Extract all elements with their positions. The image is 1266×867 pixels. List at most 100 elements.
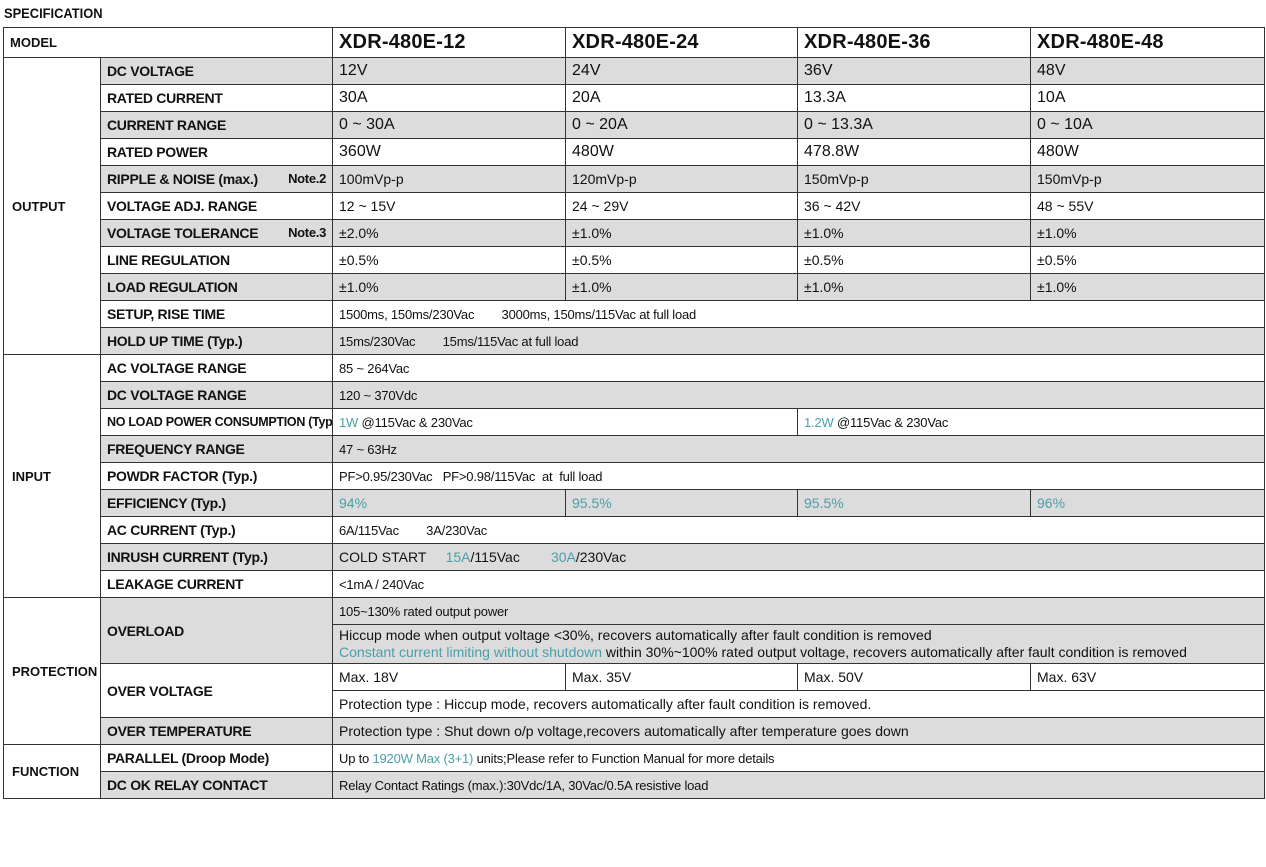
label-text: FREQUENCY RANGE <box>107 441 245 457</box>
value-cell: 105~130% rated output power <box>332 597 1266 625</box>
value-cell: 6A/115Vac 3A/230Vac <box>332 516 1266 544</box>
spec-row: FUNCTION PARALLEL (Droop Mode) Up to 1920W… <box>3 744 1266 799</box>
text-segment: <1mA / 240Vac <box>339 576 424 592</box>
label-text: DC VOLTAGE <box>107 63 194 79</box>
value-cell: <1mA / 240Vac <box>332 570 1266 598</box>
value-cell: ±1.0% <box>565 273 799 301</box>
label-text: INRUSH CURRENT (Typ.) <box>107 549 268 565</box>
label-text: LOAD REGULATION <box>107 279 238 295</box>
spec-row: RIPPLE & NOISE (max.) Note.2 100mVp-p 120mV… <box>4 165 1266 193</box>
highlight-text: 15A <box>445 549 471 565</box>
spec-row: VOLTAGE ADJ. RANGE 12 ~ 15V 24 ~ 29V 36 ~ 4… <box>4 192 1266 220</box>
value-cell: ±2.0% <box>332 219 567 247</box>
spec-row: LINE REGULATION ±0.5% ±0.5% ±0.5% ±0.5% <box>4 246 1266 274</box>
label-text: RATED POWER <box>107 144 208 160</box>
value-cell: 85 ~ 264Vac <box>332 354 1266 382</box>
text-segment: PF>0.95/230Vac PF>0.98/115Vac at full lo… <box>339 468 603 484</box>
label-text: AC CURRENT (Typ.) <box>107 522 236 538</box>
row-label: INRUSH CURRENT (Typ.) <box>99 543 334 571</box>
spec-row: OVER VOLTAGE Max. 18V Max. 35V Max. 50V Max.… <box>4 663 1266 718</box>
value-cell: 48 ~ 55V <box>1030 192 1266 220</box>
label-text: RIPPLE & NOISE (max.) <box>107 171 258 187</box>
model-name: XDR-480E-24 <box>565 27 799 58</box>
value-cell: 94% <box>332 489 567 517</box>
value-cell: ±1.0% <box>565 219 799 247</box>
text-segment: 47 ~ 63Hz <box>339 441 397 457</box>
value-cell: 480W <box>1030 138 1266 166</box>
spec-row: Hiccup mode when output voltage <30%, re… <box>4 624 1266 664</box>
model-row: MODEL XDR-480E-12 XDR-480E-24 XDR-480E-3… <box>2 27 1266 58</box>
row-label: DC OK RELAY CONTACT <box>99 771 334 799</box>
text-line: Constant current limiting without shutdo… <box>339 644 1258 661</box>
row-label: LEAKAGE CURRENT <box>99 570 334 598</box>
row-label: VOLTAGE TOLERANCE Note.3 <box>99 219 334 247</box>
row-label: NO LOAD POWER CONSUMPTION (Typ.) <box>99 408 334 436</box>
model-name: XDR-480E-48 <box>1030 27 1266 58</box>
text-segment: Protection type : Shut down o/p voltage,… <box>339 723 909 739</box>
value-cell: 360W <box>332 138 567 166</box>
row-label: RATED CURRENT <box>99 84 334 112</box>
value-cell: ±1.0% <box>797 219 1032 247</box>
spec-row: OVER TEMPERATURE Protection type : Shut d… <box>4 717 1266 745</box>
label-text: SETUP, RISE TIME <box>107 306 225 322</box>
value-cell: 20A <box>565 84 799 112</box>
spec-row: CURRENT RANGE 0 ~ 30A 0 ~ 20A 0 ~ 13.3A 0 ~ … <box>4 111 1266 139</box>
row-label: LINE REGULATION <box>99 246 334 274</box>
label-text: HOLD UP TIME (Typ.) <box>107 333 243 349</box>
value-cell: PF>0.95/230Vac PF>0.98/115Vac at full lo… <box>332 462 1266 490</box>
highlight-text: 1W <box>339 414 359 430</box>
note-ref: Note.2 <box>288 171 327 186</box>
value-cell: 48V <box>1030 57 1266 85</box>
label-text: AC VOLTAGE RANGE <box>107 360 247 376</box>
text-segment: Relay Contact Ratings (max.):30Vdc/1A, 3… <box>339 777 709 793</box>
row-label: LOAD REGULATION <box>99 273 334 301</box>
label-text: LEAKAGE CURRENT <box>107 576 244 592</box>
value-cell: 47 ~ 63Hz <box>332 435 1266 463</box>
spec-row: INRUSH CURRENT (Typ.) COLD START 15A/115V… <box>4 543 1266 571</box>
spec-row: FREQUENCY RANGE 47 ~ 63Hz <box>4 435 1266 463</box>
spec-row: DC OK RELAY CONTACT Relay Contact Ratings… <box>4 771 1266 799</box>
value-cell: 95.5% <box>797 489 1032 517</box>
spec-row: RATED POWER 360W 480W 478.8W 480W <box>4 138 1266 166</box>
label-text: PARALLEL (Droop Mode) <box>107 750 269 766</box>
value-cell: Up to 1920W Max (3+1) units;Please refer… <box>332 744 1266 772</box>
label-text: VOLTAGE TOLERANCE <box>107 225 259 241</box>
text-segment: 120 ~ 370Vdc <box>339 387 418 403</box>
value-cell: 478.8W <box>797 138 1032 166</box>
value-cell: ±1.0% <box>332 273 567 301</box>
value-cell: 1500ms, 150ms/230Vac 3000ms, 150ms/115Va… <box>332 300 1266 328</box>
spec-row: VOLTAGE TOLERANCE Note.3 ±2.0% ±1.0% ±1.0% ±1… <box>4 219 1266 247</box>
note-ref: Note.3 <box>288 225 327 240</box>
spec-row: AC CURRENT (Typ.) 6A/115Vac 3A/230Vac <box>4 516 1266 544</box>
value-cell: ±1.0% <box>1030 273 1266 301</box>
row-label: HOLD UP TIME (Typ.) <box>99 327 334 355</box>
text-segment: 105~130% rated output power <box>339 603 509 619</box>
value-cell: 95.5% <box>565 489 799 517</box>
value-cell: 30A <box>332 84 567 112</box>
page-title: SPECIFICATION <box>4 5 103 21</box>
highlight-text: 1920W Max (3+1) <box>372 750 474 766</box>
highlight-text: 1.2W <box>804 414 834 430</box>
row-label: POWDR FACTOR (Typ.) <box>99 462 334 490</box>
value-cell: 150mVp-p <box>1030 165 1266 193</box>
value-cell: 0 ~ 30A <box>332 111 567 139</box>
spec-row: LEAKAGE CURRENT <1mA / 240Vac <box>4 570 1266 598</box>
row-label: FREQUENCY RANGE <box>99 435 334 463</box>
text-segment: COLD START <box>339 549 446 565</box>
spec-row: OUTPUT DC VOLTAGE 12V 24V 36V 48V <box>3 57 1266 355</box>
value-cell: 0 ~ 10A <box>1030 111 1266 139</box>
value-cell: ±1.0% <box>1030 219 1266 247</box>
row-label: AC CURRENT (Typ.) <box>99 516 334 544</box>
text-segment: /230Vac <box>575 549 627 565</box>
label-text: VOLTAGE ADJ. RANGE <box>107 198 257 214</box>
group-label: OUTPUT <box>3 57 101 355</box>
text-segment: Hiccup mode when output voltage <30%, re… <box>339 627 932 643</box>
value-cell: 120mVp-p <box>565 165 799 193</box>
value-cell: Hiccup mode when output voltage <30%, re… <box>332 624 1266 664</box>
value-cell: Relay Contact Ratings (max.):30Vdc/1A, 3… <box>332 771 1266 799</box>
row-label: EFFICIENCY (Typ.) <box>99 489 334 517</box>
label-text: DC VOLTAGE RANGE <box>107 387 247 403</box>
text-segment: 1500ms, 150ms/230Vac 3000ms, 150ms/115Va… <box>339 306 697 322</box>
value-cell: 0 ~ 20A <box>565 111 799 139</box>
text-segment: 85 ~ 264Vac <box>339 360 410 376</box>
